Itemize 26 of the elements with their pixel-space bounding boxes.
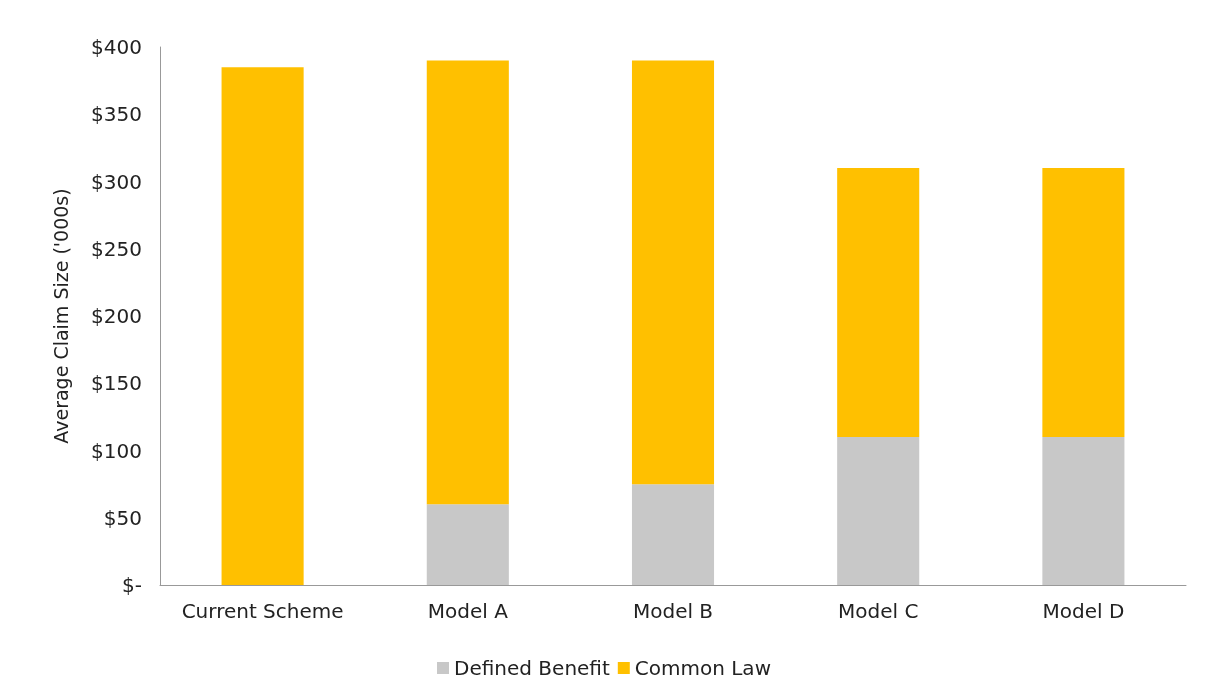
bar — [631, 60, 715, 485]
y-tick-label: $- — [122, 573, 142, 597]
y-tick-label: $100 — [91, 438, 142, 463]
bar — [1042, 168, 1125, 438]
y-tick-label: $300 — [91, 169, 142, 194]
x-tick-label: Model A — [427, 599, 509, 623]
y-tick-label: $50 — [103, 505, 142, 530]
bar — [426, 504, 509, 585]
legend-label: Common Law — [634, 656, 771, 680]
y-tick-label: $150 — [91, 371, 142, 396]
x-tick-label: Model C — [838, 599, 919, 623]
y-tick-label: $200 — [91, 304, 142, 328]
bar — [221, 67, 304, 585]
y-tick-label: $250 — [91, 236, 142, 261]
x-tick-label: Model B — [632, 599, 714, 623]
bar — [1042, 437, 1125, 585]
y-tick-label: $400 — [91, 35, 142, 59]
bar — [631, 484, 715, 585]
bar — [426, 60, 509, 505]
y-tick-label: $350 — [91, 102, 142, 127]
x-tick-label: Model D — [1042, 599, 1125, 623]
bar — [837, 168, 920, 438]
x-tick-label: Current Scheme — [181, 599, 344, 623]
y-axis-title: Average Claim Size ('000s) — [49, 188, 72, 444]
bar — [837, 437, 920, 585]
legend-label: Defined Benefit — [454, 656, 610, 680]
